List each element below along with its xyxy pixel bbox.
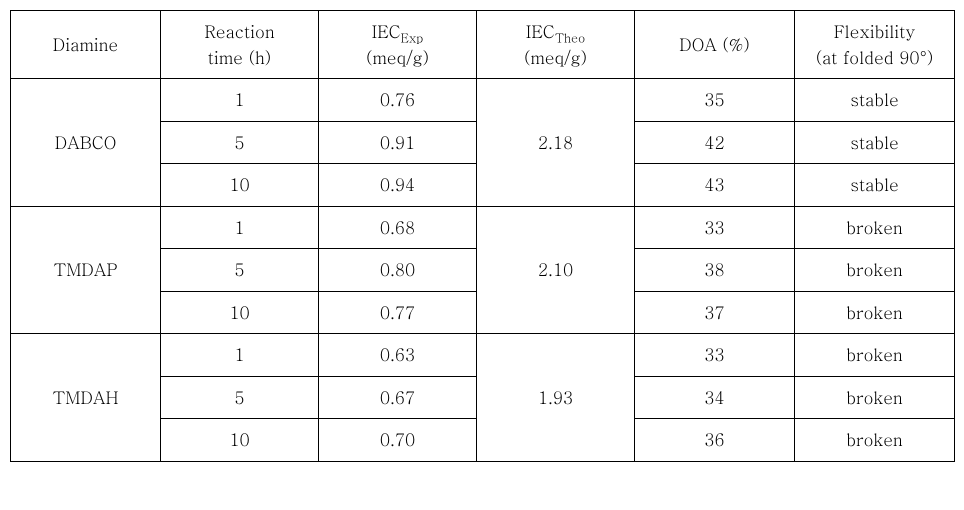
header-reaction-time: Reaction time (h) (161, 11, 319, 79)
header-reaction-time-l1: Reaction (204, 19, 274, 43)
cell-reaction-time: 10 (161, 164, 319, 207)
cell-reaction-time: 10 (161, 291, 319, 334)
cell-diamine: DABCO (11, 79, 161, 207)
header-diamine: Diamine (11, 11, 161, 79)
cell-iec-exp: 0.77 (319, 291, 477, 334)
cell-iec-exp: 0.94 (319, 164, 477, 207)
cell-iec-theo: 1.93 (477, 334, 635, 462)
table-row: TMDAP10.682.1033broken (11, 206, 955, 249)
cell-reaction-time: 1 (161, 79, 319, 122)
header-iec-exp-pre: IEC (372, 19, 401, 43)
cell-iec-exp: 0.76 (319, 79, 477, 122)
header-flex-l2: (at folded 90°) (816, 45, 934, 69)
cell-flexibility: broken (795, 419, 955, 462)
table-row: DABCO10.762.1835stable (11, 79, 955, 122)
cell-flexibility: stable (795, 79, 955, 122)
cell-flexibility: stable (795, 164, 955, 207)
header-iec-theo: IECTheo (meq/g) (477, 11, 635, 79)
header-iec-exp-unit: (meq/g) (366, 45, 429, 69)
cell-reaction-time: 5 (161, 249, 319, 292)
cell-iec-exp: 0.80 (319, 249, 477, 292)
cell-doa: 38 (635, 249, 795, 292)
cell-iec-exp: 0.67 (319, 376, 477, 419)
table-header: Diamine Reaction time (h) IECExp (meq/g)… (11, 11, 955, 79)
data-table: Diamine Reaction time (h) IECExp (meq/g)… (10, 10, 955, 462)
cell-diamine: TMDAH (11, 334, 161, 462)
table-body: DABCO10.762.1835stable50.9142stable100.9… (11, 79, 955, 462)
cell-iec-theo: 2.10 (477, 206, 635, 334)
cell-doa: 37 (635, 291, 795, 334)
cell-iec-exp: 0.63 (319, 334, 477, 377)
cell-reaction-time: 1 (161, 206, 319, 249)
cell-reaction-time: 1 (161, 334, 319, 377)
cell-iec-theo: 2.18 (477, 79, 635, 207)
cell-reaction-time: 5 (161, 121, 319, 164)
cell-flexibility: broken (795, 249, 955, 292)
cell-flexibility: broken (795, 291, 955, 334)
cell-flexibility: stable (795, 121, 955, 164)
cell-doa: 43 (635, 164, 795, 207)
header-flexibility: Flexibility (at folded 90°) (795, 11, 955, 79)
cell-flexibility: broken (795, 206, 955, 249)
cell-iec-exp: 0.68 (319, 206, 477, 249)
header-iec-theo-unit: (meq/g) (524, 45, 587, 69)
cell-doa: 33 (635, 334, 795, 377)
header-iec-theo-pre: IEC (526, 19, 555, 43)
cell-reaction-time: 10 (161, 419, 319, 462)
header-flex-l1: Flexibility (834, 19, 916, 43)
cell-doa: 34 (635, 376, 795, 419)
cell-doa: 33 (635, 206, 795, 249)
cell-flexibility: broken (795, 334, 955, 377)
cell-flexibility: broken (795, 376, 955, 419)
header-row: Diamine Reaction time (h) IECExp (meq/g)… (11, 11, 955, 79)
cell-doa: 36 (635, 419, 795, 462)
table-row: TMDAH10.631.9333broken (11, 334, 955, 377)
header-reaction-time-l2: time (h) (208, 45, 271, 69)
cell-iec-exp: 0.91 (319, 121, 477, 164)
cell-doa: 42 (635, 121, 795, 164)
cell-iec-exp: 0.70 (319, 419, 477, 462)
header-iec-exp: IECExp (meq/g) (319, 11, 477, 79)
cell-reaction-time: 5 (161, 376, 319, 419)
header-doa: DOA (%) (635, 11, 795, 79)
cell-doa: 35 (635, 79, 795, 122)
cell-diamine: TMDAP (11, 206, 161, 334)
